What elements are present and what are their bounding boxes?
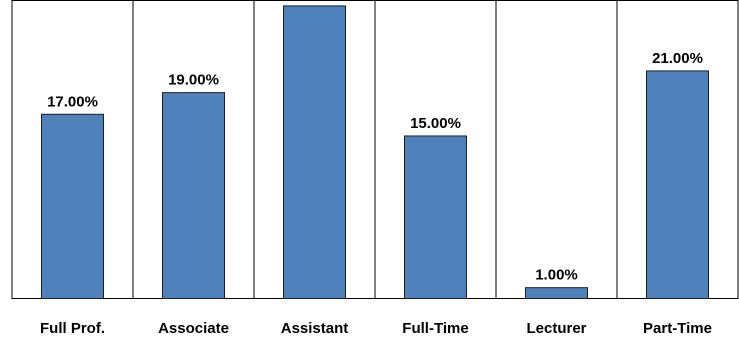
x-tick-label: Full Prof. [40,320,105,337]
bar-part-time [646,70,709,299]
bar-associate [162,92,225,300]
x-tick-label: Lecturer [526,320,586,337]
x-tick-label: Full-Time [402,320,468,337]
data-labels: 17.00% 19.00% 27.00% 15.00% 1.00% 21.00% [47,0,703,284]
bar-full-prof [41,113,104,299]
bar-series [41,5,709,300]
x-tick-label: Associate [158,320,229,337]
category-separators [132,0,618,299]
bar-full-time [404,135,467,299]
x-tick-label: Assistant [281,320,349,337]
x-axis-tick-labels: Full Prof. Associate Assistant Full-Time Lec… [40,320,712,337]
x-tick-label: Part-Time [643,320,712,337]
data-label: 21.00% [652,50,703,67]
data-label: 1.00% [535,267,578,284]
bar-lecturer [525,287,588,299]
data-label: 17.00% [47,93,98,110]
data-label: 27.00% [289,0,340,2]
data-label: 19.00% [168,72,219,89]
data-label: 15.00% [410,115,461,132]
bar-assistant [283,5,346,299]
